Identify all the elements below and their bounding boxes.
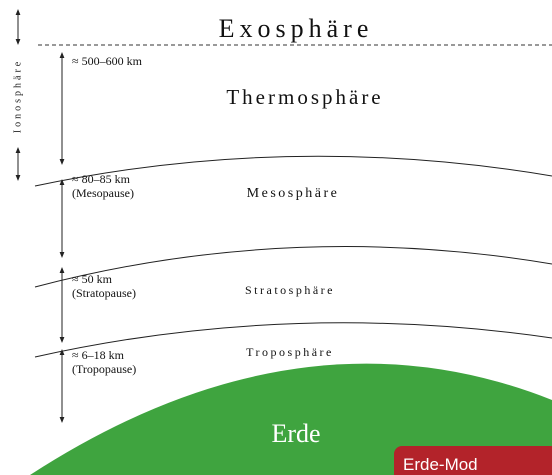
boundary-name: (Mesopause) xyxy=(72,186,134,200)
height-label: ≈ 50 km xyxy=(72,272,113,286)
thermosphere-label: Thermosphäre xyxy=(226,85,383,109)
earth-label: Erde xyxy=(271,419,320,448)
height-label: ≈ 80–85 km xyxy=(72,172,131,186)
troposphere-label: Troposphäre xyxy=(246,345,334,359)
exosphere-label: Exosphäre xyxy=(219,14,374,43)
page: {"layers": {"exosphere": "Exosphäre", "t… xyxy=(0,0,552,475)
model-tab-label: Erde-Mod xyxy=(403,455,478,474)
mesosphere-label: Mesosphäre xyxy=(247,186,340,201)
boundary-name: (Stratopause) xyxy=(72,286,136,300)
height-label: ≈ 6–18 km xyxy=(72,348,125,362)
height-label: ≈ 500–600 km xyxy=(72,54,143,68)
ionosphere-label: Ionosphäre xyxy=(12,59,23,133)
atmosphere-diagram: Erde Exosphäre Thermosphäre Mesosphäre S… xyxy=(0,0,552,475)
stratosphere-label: Stratosphäre xyxy=(245,283,335,297)
stratopause-arc xyxy=(35,247,552,287)
boundary-name: (Tropopause) xyxy=(72,362,136,376)
